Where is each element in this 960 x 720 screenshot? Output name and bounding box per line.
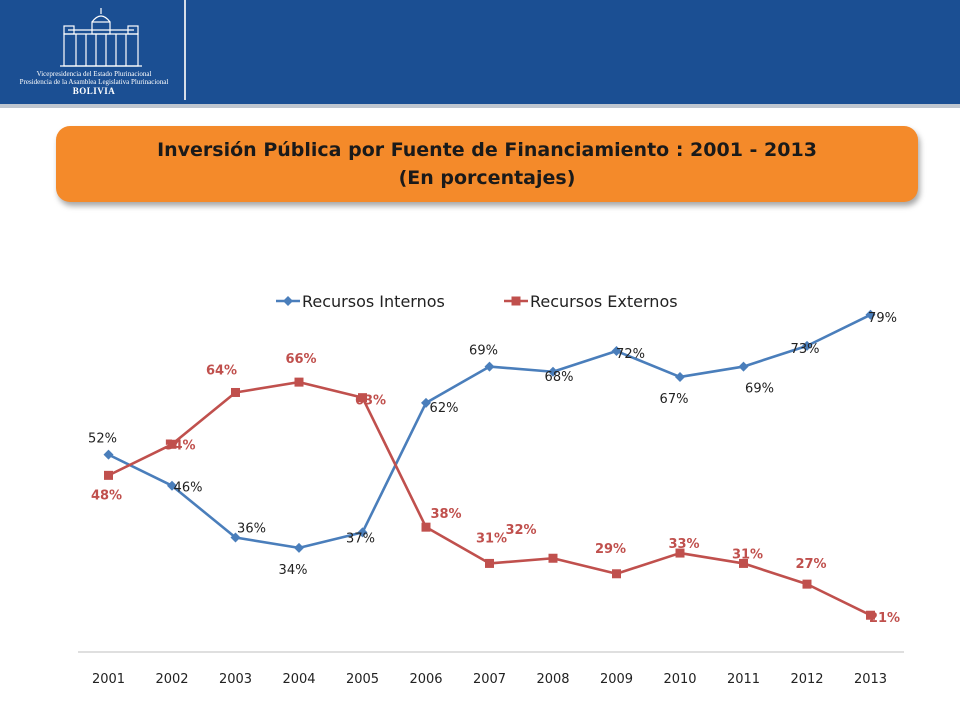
data-label: 46% [174, 481, 203, 496]
data-point [738, 361, 749, 372]
data-point [231, 387, 240, 397]
data-point [802, 579, 812, 589]
data-label: 21% [869, 611, 900, 626]
data-point [866, 610, 875, 620]
data-point [421, 397, 431, 408]
header-bar: Vicepresidencia del Estado Plurinacional… [0, 0, 960, 104]
series-line-externos [107, 380, 872, 617]
data-label: 31% [732, 547, 763, 562]
x-tick-label: 2004 [282, 672, 315, 687]
data-point [294, 377, 304, 387]
x-tick-label: 2007 [473, 672, 506, 687]
data-point [358, 393, 367, 403]
slide-title: Inversión Pública por Fuente de Financia… [157, 139, 817, 161]
data-label: 64% [206, 363, 237, 378]
legend-marker [283, 296, 293, 306]
data-point [739, 558, 748, 568]
data-label: 48% [91, 488, 122, 503]
logo-text-line1: Vicepresidencia del Estado Plurinacional [36, 70, 152, 78]
data-label: 27% [795, 557, 826, 572]
logo-text-country: BOLIVIA [72, 86, 116, 96]
x-tick-label: 2010 [663, 672, 696, 687]
data-label: 36% [237, 522, 266, 537]
legend-label: Recursos Externos [530, 292, 678, 311]
data-label: 54% [164, 438, 195, 453]
logo-text-line2: Presidencia de la Asamblea Legislativa P… [19, 78, 169, 86]
data-point [548, 366, 558, 377]
data-label: 68% [545, 370, 574, 385]
data-point [104, 470, 113, 480]
data-point [802, 340, 812, 351]
government-building-icon [60, 8, 142, 67]
x-tick-label: 2005 [346, 672, 379, 687]
data-point [294, 542, 304, 553]
header-accent-line [0, 104, 960, 108]
data-point [548, 553, 558, 563]
data-label: 31% [476, 531, 507, 546]
x-axis: 2001 2002 2003 2004 2005 2006 2007 2008 2009 2010… [78, 651, 904, 687]
data-point [484, 361, 495, 372]
data-label: 37% [346, 531, 375, 546]
data-label: 63% [355, 394, 386, 409]
legend-label: Recursos Internos [302, 292, 445, 311]
data-point [167, 480, 177, 491]
data-point [230, 532, 241, 543]
data-label: 52% [88, 432, 117, 447]
legend-marker [511, 296, 521, 306]
header-divider [184, 0, 186, 100]
data-label: 29% [595, 542, 626, 557]
data-label: 62% [430, 401, 459, 416]
x-tick-label: 2002 [155, 672, 188, 687]
data-point [611, 346, 622, 357]
data-label: 69% [469, 344, 498, 359]
x-tick-label: 2009 [600, 672, 633, 687]
data-point [485, 558, 494, 568]
data-point [865, 309, 876, 320]
data-label: 66% [285, 352, 316, 367]
x-tick-label: 2008 [536, 672, 569, 687]
data-point [167, 439, 177, 449]
slide-title-box: Inversión Pública por Fuente de Financia… [56, 126, 918, 202]
data-label: 67% [660, 392, 689, 407]
chart-legend: Recursos Internos Recursos Externos [276, 292, 678, 311]
x-tick-label: 2011 [727, 672, 760, 687]
data-point [421, 522, 431, 532]
x-tick-label: 2003 [219, 672, 252, 687]
data-label: 34% [279, 563, 308, 578]
x-tick-label: 2001 [92, 672, 125, 687]
x-tick-label: 2013 [854, 672, 887, 687]
institution-logo: Vicepresidencia del Estado Plurinacional… [12, 6, 176, 98]
data-label: 38% [430, 507, 461, 522]
data-label: 73% [791, 342, 820, 357]
data-point [675, 371, 685, 382]
data-label: 32% [505, 523, 536, 538]
slide-subtitle: (En porcentajes) [398, 167, 576, 189]
data-point [675, 548, 685, 558]
data-point [612, 569, 621, 579]
x-tick-label: 2006 [409, 672, 442, 687]
data-label: 33% [668, 537, 699, 552]
data-label: 69% [745, 382, 774, 397]
x-tick-label: 2012 [790, 672, 823, 687]
data-label: 72% [616, 347, 645, 362]
data-point [103, 449, 114, 460]
chart-series: 52% 46% 36% 34% 37% 62% 69% 68% 72% 67% 69% 73% 79% 4… [88, 309, 900, 626]
data-label: 79% [868, 311, 897, 326]
data-point [357, 527, 368, 538]
